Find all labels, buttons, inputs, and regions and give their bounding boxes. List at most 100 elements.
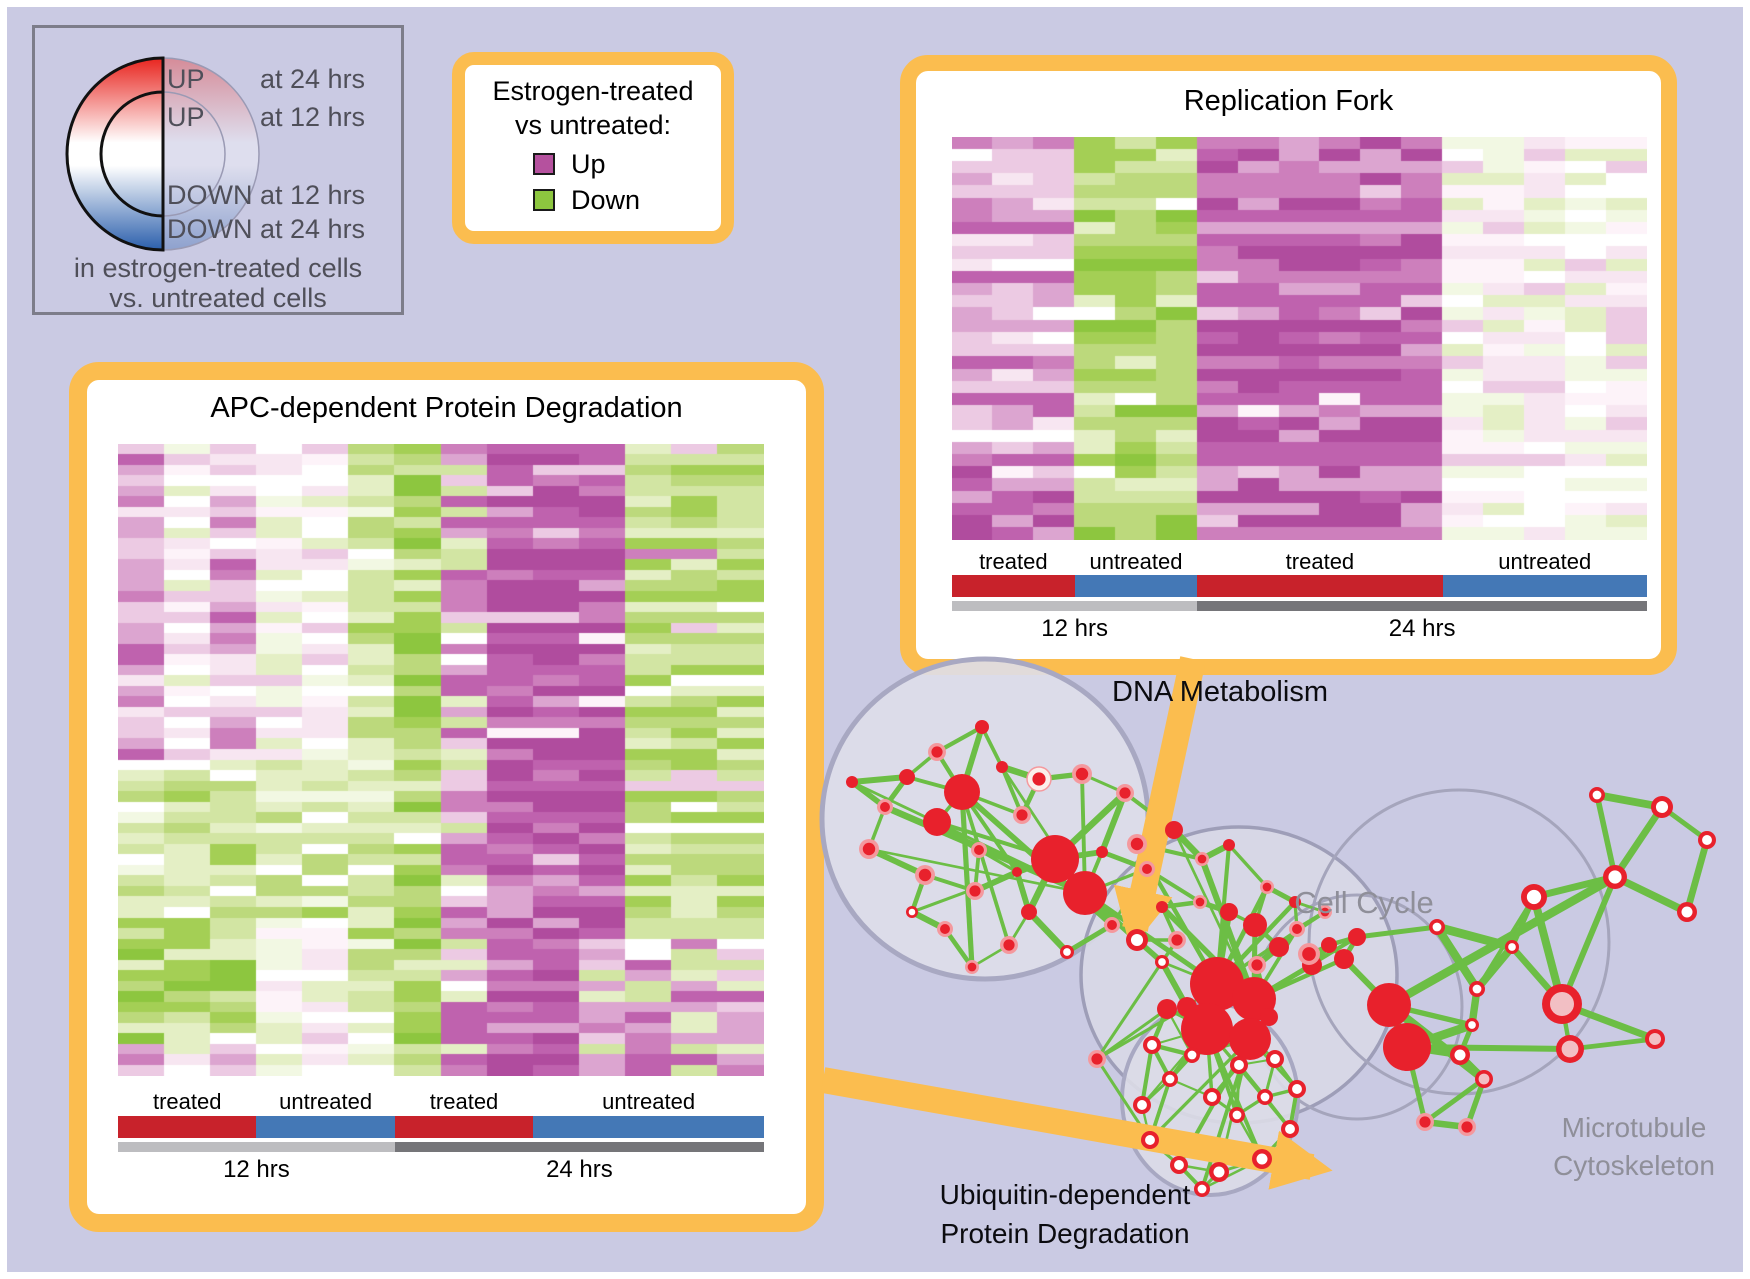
network-edge [1186, 982, 1218, 1009]
network-node-core [1165, 1074, 1175, 1084]
network-edge [1228, 910, 1256, 927]
network-edge [935, 790, 964, 824]
network-edge [1136, 842, 1203, 861]
network-node-core [1461, 1121, 1473, 1133]
network-edge [1160, 938, 1179, 964]
network-node-core [969, 885, 981, 897]
network-edge [1457, 1024, 1475, 1056]
network-node [1143, 1036, 1161, 1054]
network-node-core [1292, 1084, 1302, 1094]
network-node [1232, 977, 1276, 1021]
cluster-label-microtubule_outer-line1: Microtubule [1562, 1112, 1707, 1143]
network-edge [1386, 1001, 1487, 1083]
network-node [1072, 764, 1092, 784]
network-node [1060, 945, 1074, 959]
network-edge [1235, 1064, 1241, 1116]
network-edge [924, 873, 976, 893]
apc-heatmap [118, 444, 764, 1076]
network-node [1031, 835, 1079, 883]
network-edge [1150, 1044, 1172, 1080]
network-edge [1096, 1005, 1188, 1061]
network-node [1469, 981, 1485, 997]
network-edge [1135, 842, 1219, 986]
network-edge [905, 750, 939, 779]
network-edge [1161, 899, 1201, 910]
network-edge [1177, 1163, 1204, 1191]
network-edge [1594, 794, 1618, 878]
cluster-ellipse-microtubule_inner [1250, 893, 1464, 1121]
network-node [1170, 1156, 1188, 1174]
untreated-bar-segment [1442, 575, 1647, 597]
network-node [1157, 999, 1177, 1019]
network-node [1269, 937, 1289, 957]
network-node-core [1130, 933, 1144, 947]
network-node-core [1197, 854, 1207, 864]
network-node [1203, 1088, 1221, 1106]
network-edge [1206, 1027, 1251, 1041]
network-edge [1249, 1037, 1276, 1061]
network-edge [911, 857, 1056, 914]
network-node-core [880, 802, 890, 812]
network-node [1318, 905, 1332, 919]
network-node [1063, 871, 1107, 915]
network-edge [1612, 805, 1665, 879]
down-label: Down [571, 184, 641, 215]
network-edge [1084, 867, 1148, 895]
apc-title: APC-dependent Protein Degradation [210, 392, 683, 424]
network-edge [1145, 867, 1202, 904]
network-edge [1168, 1053, 1194, 1081]
network-edge [1433, 924, 1481, 992]
network-edge [1151, 1027, 1208, 1047]
network-node [1013, 806, 1031, 824]
untreated-group-label: untreated [1498, 549, 1592, 574]
network-node [906, 906, 918, 918]
network-edge [1178, 1163, 1220, 1174]
network-node [1194, 1181, 1210, 1197]
network-node-core [1320, 907, 1330, 917]
network-edge [1309, 943, 1332, 967]
network-edge [1177, 1037, 1252, 1167]
updown-footer-1: in estrogen-treated cells [73, 253, 363, 283]
network-edge [1559, 1003, 1573, 1050]
network-edge [1388, 1002, 1473, 1028]
network-edge [943, 927, 974, 969]
network-node-core [1702, 835, 1712, 845]
network-edge [1149, 1008, 1170, 1046]
network-node-core [1270, 1054, 1280, 1064]
apc-box: APC-dependent Protein Degradation treate… [69, 362, 824, 1232]
network-node [1133, 1096, 1151, 1114]
network-node [1230, 1056, 1248, 1074]
treated-group-label: treated [979, 549, 1048, 574]
network-edge [1251, 924, 1258, 1000]
network-edge [1468, 988, 1481, 1026]
cluster-label-cell_cycle: Cell Cycle [1294, 885, 1434, 920]
network-edge [1014, 871, 1032, 913]
updown-legend-box: UP at 24 hrs UP at 12 hrs DOWN at 12 hrs… [32, 25, 404, 315]
network-node [1260, 1008, 1278, 1026]
network-edge [978, 848, 1018, 874]
network-edge [906, 775, 963, 794]
network-edge [1252, 935, 1359, 1001]
updown-rings-glyph [65, 56, 260, 252]
network-node-core [1262, 882, 1272, 892]
treated-group-label: treated [429, 1089, 499, 1114]
network-node-core [967, 962, 977, 972]
network-node-core [1302, 947, 1316, 961]
network-edge [1238, 1057, 1276, 1067]
network-edge [1168, 1027, 1209, 1081]
network-node [1141, 1131, 1159, 1149]
network-node [1334, 949, 1354, 969]
replication-time-labels: 12 hrs 24 hrs [952, 615, 1647, 643]
updown-time-4: at 24 hrs [260, 214, 366, 244]
network-edge [1205, 1028, 1239, 1116]
updown-dir-3: DOWN [167, 180, 253, 210]
network-node-core [1454, 1049, 1466, 1061]
12hrs-label: 12 hrs [223, 1156, 290, 1183]
apc-group-labels: treated untreated treated untreated [118, 1089, 764, 1115]
network-edge [1288, 1088, 1299, 1130]
network-node [1289, 921, 1305, 937]
network-node-core [1158, 958, 1166, 966]
network-node [928, 743, 946, 761]
network-node [1193, 895, 1207, 909]
treated-group-label: treated [152, 1089, 222, 1114]
